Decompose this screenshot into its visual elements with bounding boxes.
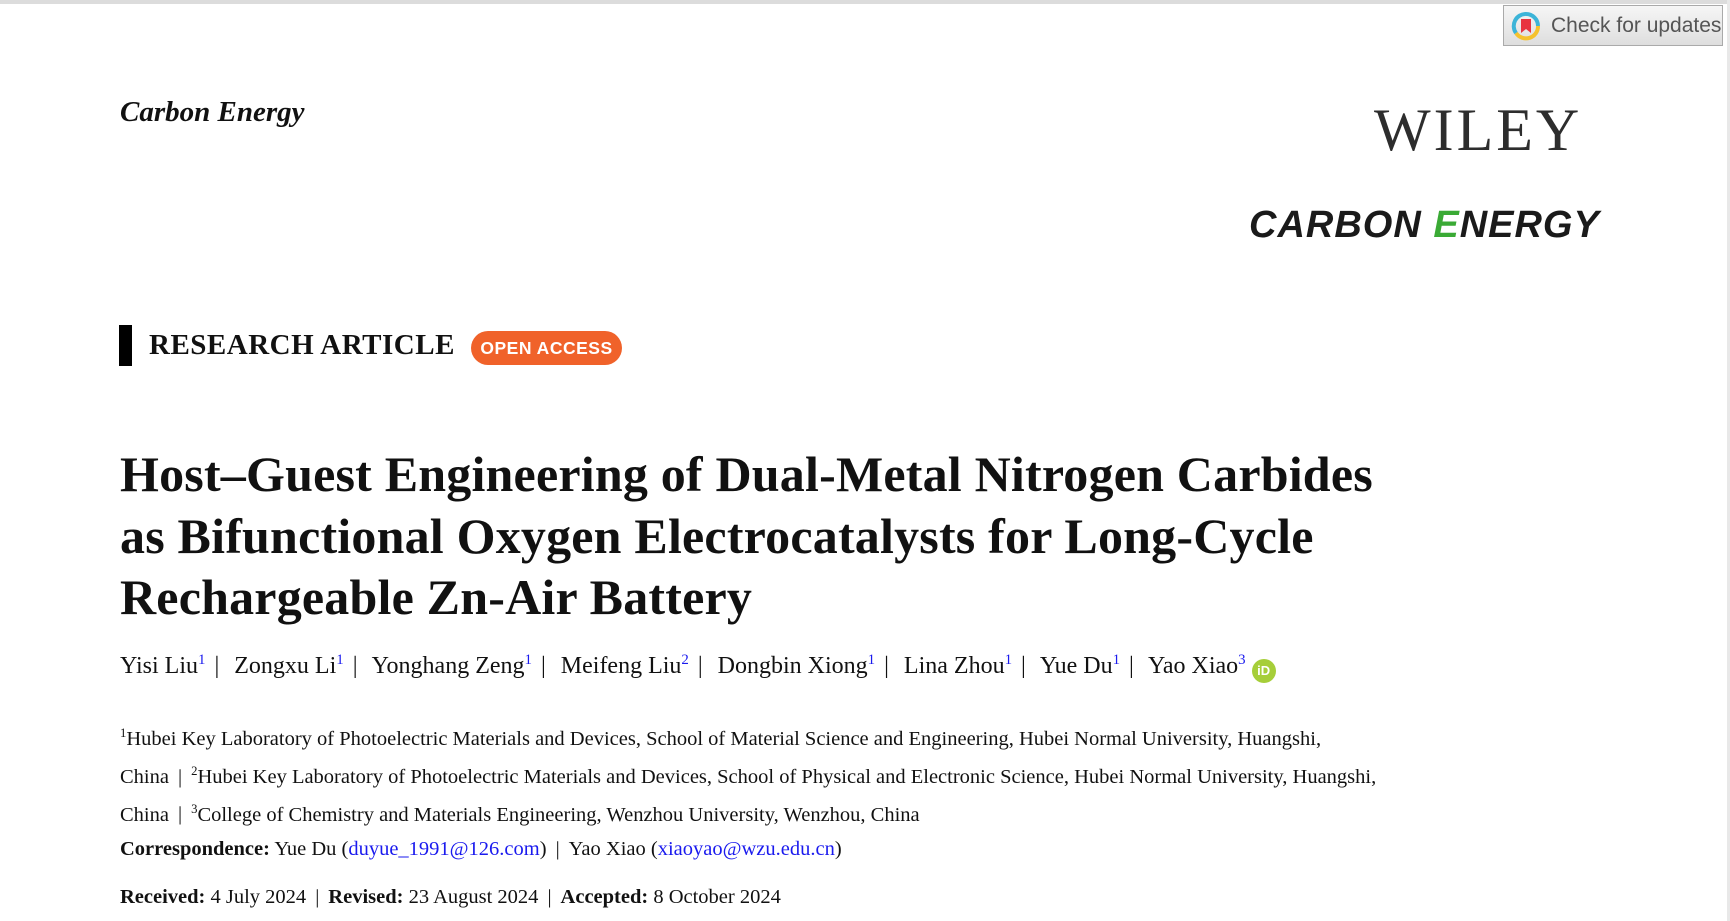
- page-edge: [1727, 0, 1730, 921]
- revised-date: 23 August 2024: [408, 886, 539, 908]
- top-border: [0, 0, 1730, 4]
- wiley-logo: WILEY: [1374, 97, 1583, 163]
- author[interactable]: Zongxu Li1: [234, 652, 344, 679]
- title-line: Host–Guest Engineering of Dual-Metal Nit…: [120, 446, 1373, 502]
- check-for-updates-label: Check for updates: [1551, 13, 1722, 37]
- separator: |: [540, 653, 546, 679]
- check-for-updates-button[interactable]: Check for updates: [1503, 5, 1723, 46]
- logo-text-e: E: [1433, 204, 1460, 246]
- title-line: Rechargeable Zn-Air Battery: [120, 569, 753, 625]
- affiliation-line: 1Hubei Key Laboratory of Photoelectric M…: [120, 726, 1322, 750]
- accepted-label: Accepted:: [560, 886, 649, 908]
- separator: |: [1021, 653, 1026, 679]
- separator: |: [1129, 653, 1134, 679]
- separator: |: [697, 653, 703, 679]
- contact-name: Yao Xiao: [568, 838, 646, 860]
- separator: |: [547, 886, 552, 908]
- article-title: Host–Guest Engineering of Dual-Metal Nit…: [120, 444, 1580, 629]
- accepted-date: 8 October 2024: [653, 886, 781, 908]
- author[interactable]: Yao Xiao3: [1147, 652, 1246, 679]
- author-list: Yisi Liu1 | Zongxu Li1 | Yonghang Zeng1 | M…: [120, 652, 1276, 683]
- author[interactable]: Yonghang Zeng1: [371, 652, 532, 679]
- author[interactable]: Dongbin Xiong1: [717, 652, 876, 679]
- received-label: Received:: [120, 886, 206, 908]
- logo-text-carbon: CARBON: [1249, 204, 1434, 246]
- title-line: as Bifunctional Oxygen Electrocatalysts …: [120, 507, 1314, 564]
- carbon-energy-logo: CARBON ENERGY: [1249, 204, 1600, 247]
- correspondence-label: Correspondence:: [120, 838, 270, 860]
- author[interactable]: Lina Zhou1: [903, 652, 1012, 679]
- author[interactable]: Meifeng Liu2: [560, 652, 689, 679]
- crossmark-icon: [1511, 11, 1541, 41]
- correspondence: Correspondence: Yue Du (duyue_1991@126.c…: [120, 838, 842, 860]
- received-date: 4 July 2024: [210, 886, 307, 908]
- separator: |: [214, 653, 220, 679]
- email-link[interactable]: xiaoyao@wzu.edu.cn: [657, 838, 835, 860]
- affiliation-line: China | 2Hubei Key Laboratory of Photoelec…: [120, 763, 1377, 788]
- affiliation-line: China | 3College of Chemistry and Material…: [120, 801, 920, 826]
- article-type-bar: [119, 325, 132, 366]
- affiliations: 1Hubei Key Laboratory of Photoelectric M…: [120, 717, 1376, 830]
- email-link[interactable]: duyue_1991@126.com: [348, 838, 540, 860]
- logo-text-nergy: NERGY: [1459, 204, 1600, 246]
- separator: |: [884, 653, 889, 679]
- revised-label: Revised:: [328, 886, 404, 908]
- contact-name: Yue Du: [274, 838, 337, 860]
- author[interactable]: Yisi Liu1: [120, 652, 206, 679]
- author[interactable]: Yue Du1: [1039, 652, 1121, 679]
- article-dates: Received: 4 July 2024 | Revised: 23 August…: [120, 886, 781, 909]
- separator: |: [315, 886, 320, 908]
- article-type: RESEARCH ARTICLE: [149, 329, 455, 361]
- open-access-badge: OPEN ACCESS: [471, 331, 622, 365]
- separator: |: [555, 838, 560, 860]
- journal-name: Carbon Energy: [120, 96, 305, 128]
- orcid-icon[interactable]: iD: [1251, 659, 1276, 683]
- separator: |: [352, 653, 358, 679]
